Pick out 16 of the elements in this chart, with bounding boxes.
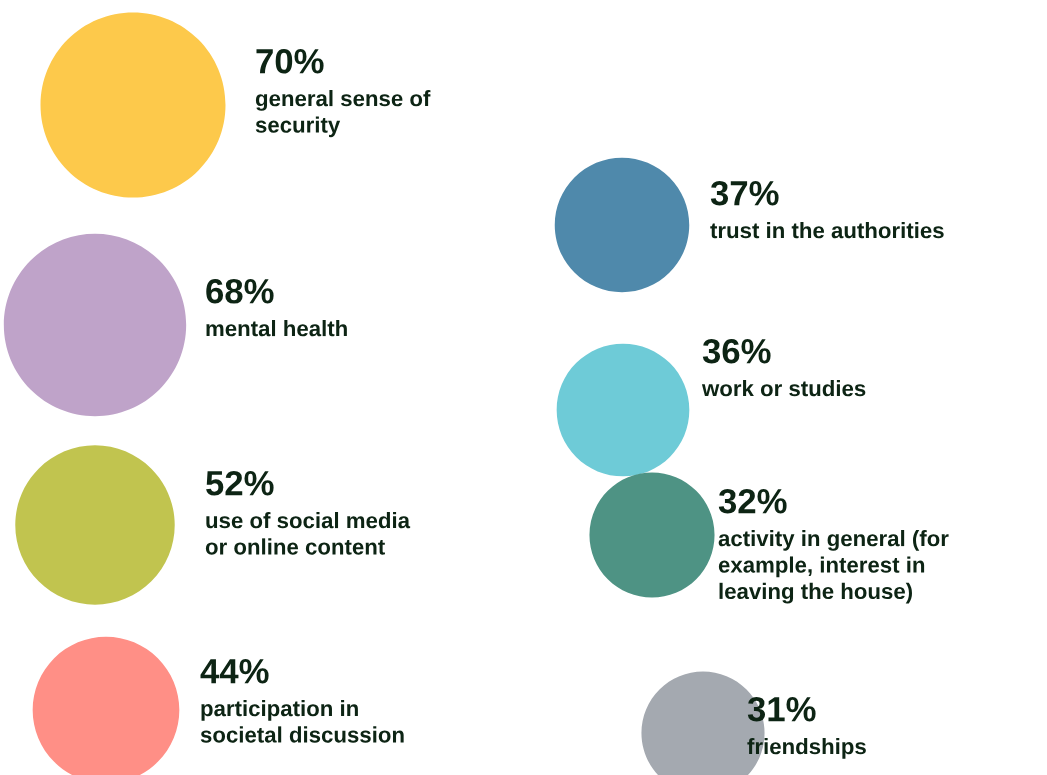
category-label: trust in the authorities [710, 222, 944, 239]
data-label: 36% [702, 338, 771, 364]
category-label: work or studies [701, 380, 866, 397]
category-label: general sense of security [255, 90, 431, 138]
data-label: 44% [200, 659, 269, 684]
data-label: 52% [206, 470, 274, 496]
data-label: 32% [718, 488, 787, 514]
category-label: participation in societal discussion [200, 700, 404, 743]
data-label: 31% [747, 696, 816, 722]
category-label: friendships [747, 738, 866, 759]
category-label: use of social media or online content [205, 512, 411, 555]
data-label: 70% [256, 48, 324, 74]
data-label: 37% [710, 180, 779, 206]
category-label: activity in general (for example, interest in leaving the house) [718, 530, 949, 604]
data-label: 68% [206, 278, 274, 304]
category-label: mental health [206, 320, 347, 337]
